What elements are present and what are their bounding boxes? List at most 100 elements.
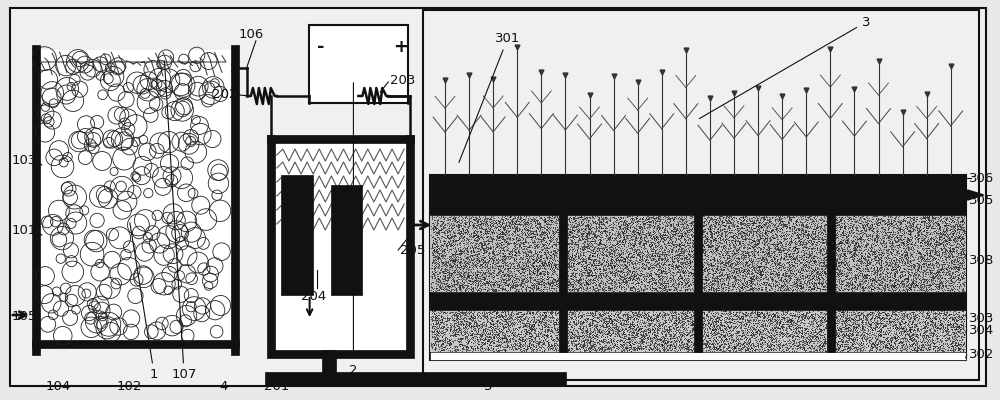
Point (936, 332, 952, 338)
Point (449, 331, 465, 337)
Point (642, 329, 658, 335)
Point (846, 324, 862, 331)
Point (548, 320, 564, 326)
Point (764, 346, 780, 352)
Point (870, 311, 886, 318)
Point (903, 221, 919, 228)
Point (916, 329, 932, 335)
Point (615, 276, 631, 282)
Point (571, 255, 587, 261)
Point (794, 226, 810, 232)
Point (782, 276, 798, 283)
Point (817, 254, 833, 260)
Point (666, 286, 682, 292)
Point (826, 346, 842, 353)
Point (738, 252, 754, 258)
Point (519, 258, 535, 264)
Point (549, 247, 565, 254)
Point (890, 333, 906, 339)
Point (633, 276, 649, 282)
Point (903, 326, 919, 332)
Point (834, 259, 850, 265)
Point (937, 277, 953, 284)
Point (482, 225, 498, 231)
Point (578, 257, 594, 264)
Point (443, 322, 459, 329)
Point (793, 282, 809, 288)
Point (537, 247, 553, 253)
Point (547, 250, 563, 256)
Point (705, 341, 721, 347)
Point (552, 228, 568, 234)
Point (757, 220, 773, 226)
Point (525, 232, 541, 239)
Point (694, 228, 710, 234)
Point (795, 311, 811, 318)
Point (760, 250, 776, 256)
Point (470, 254, 486, 260)
Point (682, 261, 698, 267)
Point (733, 254, 749, 261)
Point (869, 321, 885, 327)
Point (430, 315, 446, 321)
Point (458, 262, 474, 268)
Point (658, 219, 674, 226)
Point (727, 230, 743, 236)
Point (683, 248, 699, 254)
Point (867, 311, 883, 318)
Point (579, 280, 595, 286)
Point (856, 226, 872, 232)
Point (808, 224, 824, 230)
Point (558, 221, 574, 227)
Point (782, 267, 798, 274)
Point (515, 239, 531, 245)
Point (562, 286, 578, 293)
Point (464, 225, 480, 231)
Point (577, 336, 593, 342)
Point (432, 214, 448, 221)
Point (871, 282, 887, 288)
Point (672, 274, 688, 281)
Point (837, 236, 853, 243)
Point (850, 256, 866, 263)
Point (458, 239, 474, 245)
Point (498, 338, 514, 345)
Point (915, 236, 931, 243)
Point (687, 342, 703, 348)
Point (924, 255, 940, 262)
Point (700, 323, 716, 330)
Point (902, 231, 918, 238)
Point (682, 280, 698, 286)
Point (676, 232, 692, 238)
Point (784, 318, 800, 324)
Point (848, 268, 864, 274)
Point (706, 326, 722, 333)
Point (483, 216, 499, 223)
Point (790, 276, 806, 282)
Point (641, 222, 657, 228)
Point (832, 328, 848, 334)
Point (625, 268, 641, 274)
Point (877, 344, 893, 350)
Point (724, 283, 740, 289)
Point (945, 274, 961, 281)
Point (921, 326, 937, 332)
Point (913, 229, 929, 236)
Point (768, 234, 784, 240)
Point (698, 241, 714, 248)
Point (646, 341, 662, 347)
Point (448, 322, 464, 329)
Point (522, 344, 538, 350)
Point (499, 216, 515, 223)
Point (650, 283, 666, 290)
Point (531, 325, 547, 331)
Point (751, 223, 767, 230)
Point (849, 336, 865, 343)
Point (723, 322, 739, 328)
Point (542, 308, 558, 315)
Point (668, 237, 684, 243)
Point (858, 227, 874, 234)
Point (566, 280, 582, 286)
Point (835, 259, 851, 265)
Point (841, 286, 857, 292)
